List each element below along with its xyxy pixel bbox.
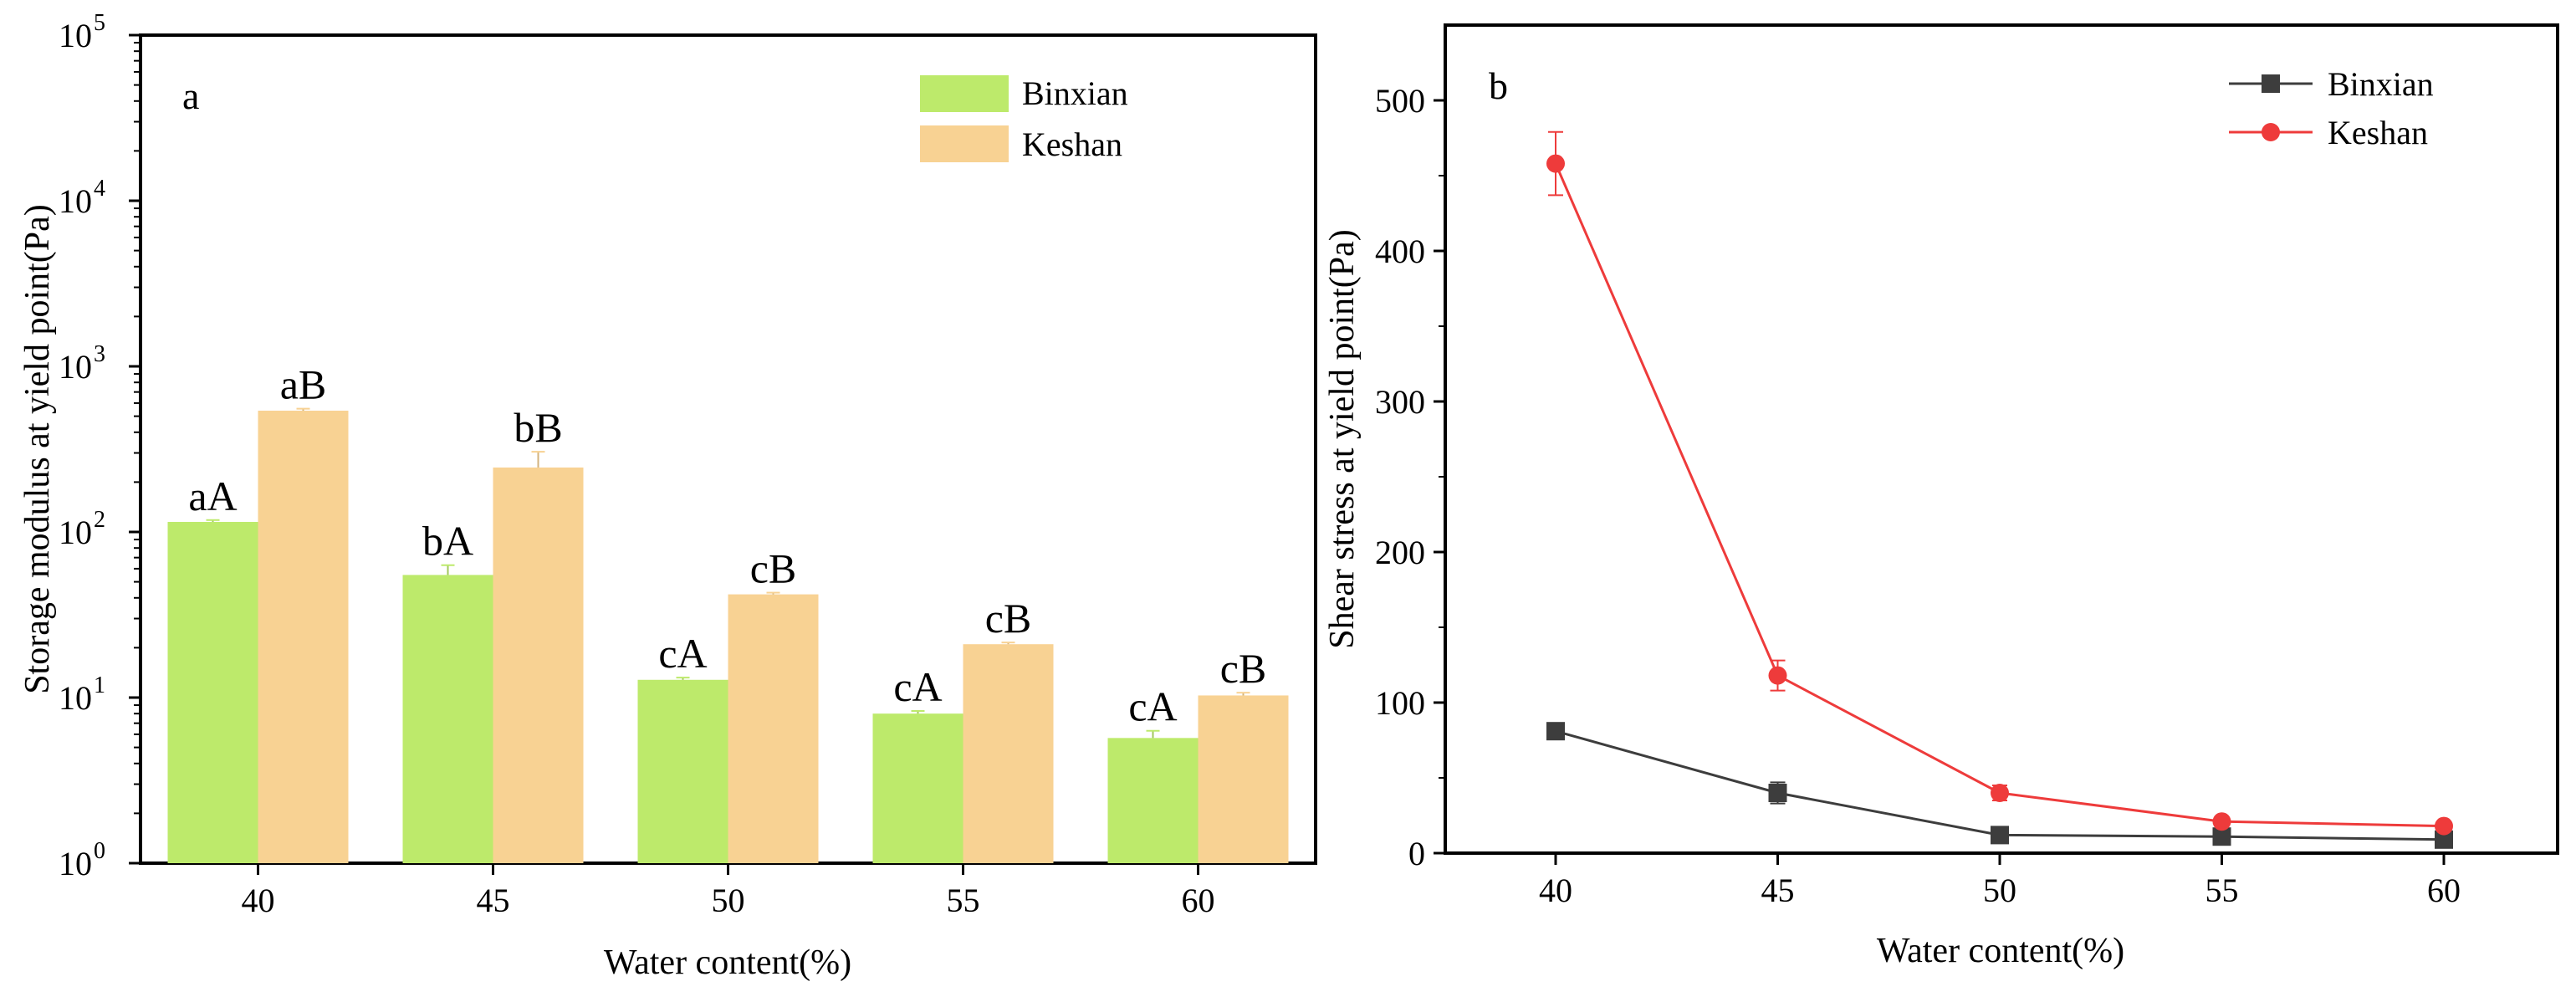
chart-b-y-tick-label: 100: [1375, 684, 1425, 722]
bar-label-binxian: cA: [658, 630, 707, 677]
chart-a-y-tick-label: 10: [59, 679, 92, 717]
bar-label-binxian: cA: [893, 663, 942, 710]
chart-b-y-tick-label: 0: [1408, 835, 1425, 872]
chart-b-y-tick-label: 500: [1375, 82, 1425, 120]
chart-b-frame: [1444, 23, 2559, 855]
point-keshan-60: [2435, 816, 2453, 836]
chart-a-y-tick-exponent: 1: [94, 672, 105, 698]
point-binxian-55: [2212, 827, 2231, 846]
chart-b-legend-label-binxian: Binxian: [2328, 65, 2434, 103]
point-keshan-50: [1991, 784, 2009, 802]
chart-b-y-tick-label: 300: [1375, 383, 1425, 421]
bar-binxian-60: [1107, 738, 1199, 863]
chart-b-x-tick-label: 60: [2427, 872, 2461, 909]
chart-a-x-tick-label: 55: [947, 882, 980, 919]
chart-a-x-tick-label: 45: [477, 882, 510, 919]
bar-binxian-50: [637, 679, 728, 863]
chart-a-x-tick-label: 40: [242, 882, 275, 919]
chart-a-legend: Binxian Keshan: [920, 74, 1128, 163]
chart-b-x-tick-label: 40: [1539, 872, 1572, 909]
bar-keshan-45: [493, 467, 584, 863]
chart-a-y-tick-label: 10: [59, 17, 92, 54]
chart-b-series: [1546, 130, 2453, 849]
chart-a-x-tick-label: 50: [712, 882, 745, 919]
bar-label-keshan: cB: [985, 595, 1032, 642]
point-binxian-40: [1546, 722, 1565, 741]
chart-a-y-axis-label: Storage modulus at yield point(Pa): [18, 204, 57, 694]
chart-b-x-tick-label: 45: [1761, 872, 1795, 909]
point-binxian-50: [1991, 826, 2009, 845]
chart-b-y-tick-label: 400: [1375, 233, 1425, 270]
chart-a-y-tick-label: 10: [59, 514, 92, 551]
chart-b-y-axis: 0 100 200 300 400 500: [1375, 82, 1445, 872]
bar-label-binxian: bA: [422, 518, 473, 565]
bar-label-binxian: cA: [1128, 683, 1177, 730]
point-binxian-45: [1768, 784, 1787, 802]
chart-a-y-tick-label: 10: [59, 182, 92, 220]
chart-b: b 0 100 200 300 400 500 40 45 50 55 60 Shear stre…: [1323, 23, 2559, 970]
bar-label-keshan: bB: [514, 404, 562, 451]
chart-b-legend-marker-binxian: [2262, 74, 2280, 93]
chart-a-y-tick-label: 10: [59, 845, 92, 882]
bar-binxian-45: [402, 575, 493, 863]
line-keshan: [1554, 163, 2445, 828]
chart-a-legend-label-keshan: Keshan: [1022, 125, 1122, 163]
chart-a-legend-swatch-binxian: [920, 75, 1009, 112]
chart-a-legend-label-binxian: Binxian: [1022, 74, 1128, 112]
bar-keshan-40: [258, 410, 349, 863]
chart-b-y-axis-label: Shear stress at yield point(Pa): [1323, 229, 1362, 649]
point-binxian-60: [2435, 830, 2453, 849]
chart-b-legend-label-keshan: Keshan: [2328, 114, 2428, 151]
chart-a-y-tick-exponent: 5: [94, 10, 105, 36]
chart-b-x-axis: 40 45 50 55 60: [1539, 853, 2461, 909]
chart-a-y-tick-exponent: 0: [94, 838, 105, 864]
point-keshan-40: [1546, 154, 1565, 173]
chart-b-x-tick-label: 55: [2205, 872, 2239, 909]
chart-b-x-tick-label: 50: [1983, 872, 2016, 909]
chart-a-y-tick-exponent: 2: [94, 507, 105, 533]
point-keshan-55: [2212, 812, 2231, 831]
chart-a-bars: aA aB bA bB cA cB cA cB cA cB: [167, 361, 1289, 863]
bar-label-keshan: cB: [1220, 645, 1267, 692]
bar-label-keshan: aB: [280, 361, 327, 408]
point-keshan-45: [1768, 666, 1787, 685]
bar-keshan-55: [963, 644, 1054, 863]
chart-a-y-tick-exponent: 4: [94, 176, 105, 202]
chart-a-panel-label: a: [182, 74, 199, 117]
chart-b-legend-marker-keshan: [2262, 123, 2280, 141]
chart-a-x-axis-label: Water content(%): [604, 943, 851, 982]
bar-binxian-55: [872, 713, 963, 863]
chart-b-y-tick-label: 200: [1375, 534, 1425, 571]
chart-b-x-axis-label: Water content(%): [1877, 932, 2124, 970]
bar-label-keshan: cB: [750, 545, 797, 592]
chart-b-panel-label: b: [1489, 64, 1508, 107]
bar-keshan-60: [1198, 695, 1289, 863]
chart-b-legend: Binxian Keshan: [2229, 65, 2434, 151]
chart-a-legend-swatch-keshan: [920, 125, 1009, 162]
bar-label-binxian: aA: [188, 473, 237, 519]
chart-a-y-tick-exponent: 3: [94, 341, 105, 367]
chart-a-x-axis: 40 45 50 55 60: [242, 863, 1215, 919]
bar-binxian-40: [167, 521, 258, 863]
chart-a-x-tick-label: 60: [1182, 882, 1215, 919]
bar-keshan-50: [728, 594, 819, 863]
chart-a-y-tick-label: 10: [59, 348, 92, 386]
